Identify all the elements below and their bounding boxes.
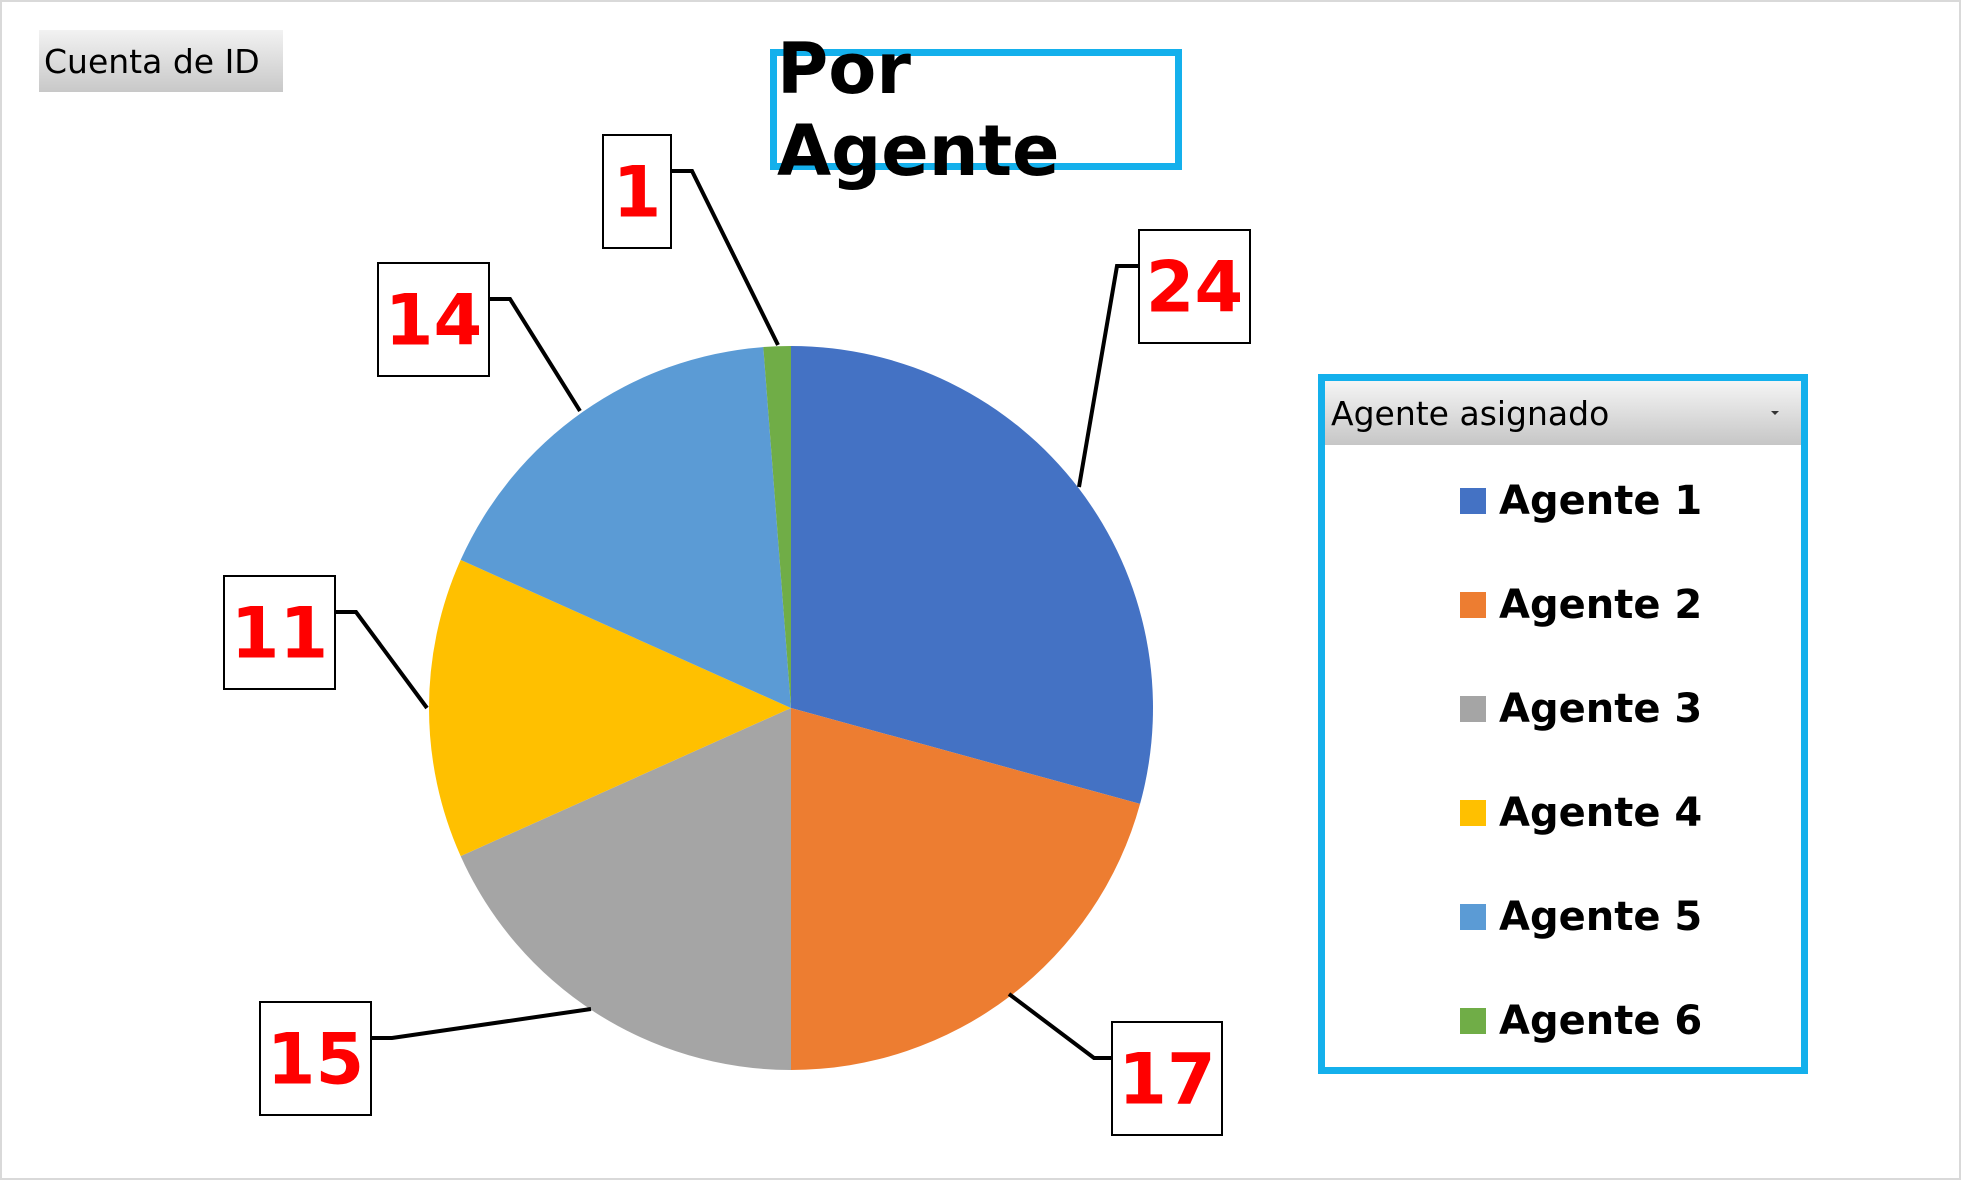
leader-line — [335, 610, 429, 710]
pie-slice-agente-4[interactable] — [428, 559, 791, 857]
data-label[interactable]: 11 — [223, 575, 336, 690]
data-label[interactable]: 15 — [259, 1001, 372, 1116]
legend-item[interactable]: Agente 4 — [1460, 790, 1702, 836]
data-label-text: 11 — [231, 593, 328, 675]
legend-label: Agente 5 — [1499, 894, 1703, 940]
data-label-text: 17 — [1118, 1039, 1215, 1121]
pie-slice-agente-5[interactable] — [460, 347, 791, 708]
legend-swatch — [1460, 488, 1486, 514]
leader-line — [1007, 992, 1112, 1060]
legend-item[interactable]: Agente 1 — [1460, 478, 1702, 524]
data-label-text: 24 — [1146, 247, 1243, 329]
legend-label: Agente 3 — [1499, 686, 1703, 732]
legend-label: Agente 6 — [1499, 998, 1703, 1044]
legend-title: Agente asignado — [1331, 393, 1610, 433]
data-label-text: 15 — [267, 1019, 364, 1101]
legend-label: Agente 1 — [1499, 478, 1703, 524]
legend-swatch — [1460, 592, 1486, 618]
legend-filter-button[interactable]: Agente asignado — [1325, 381, 1801, 445]
leader-line — [371, 1007, 592, 1040]
pie-slice-agente-1[interactable] — [791, 346, 1153, 804]
legend-item[interactable]: Agente 3 — [1460, 686, 1702, 732]
pie-slice-agente-3[interactable] — [460, 708, 791, 1070]
legend-item[interactable]: Agente 5 — [1460, 894, 1702, 940]
leader-line — [1077, 264, 1139, 488]
data-label-text: 14 — [385, 280, 482, 362]
legend-swatch — [1460, 904, 1486, 930]
legend-swatch — [1460, 696, 1486, 722]
legend-label: Agente 2 — [1499, 582, 1703, 628]
data-label[interactable]: 24 — [1138, 229, 1251, 344]
pie-slice-agente-2[interactable] — [791, 708, 1141, 1070]
legend-swatch — [1460, 1008, 1486, 1034]
pie-slice-agente-6[interactable] — [763, 345, 791, 708]
legend: Agente asignado Agente 1 Agente 2 Agente 3… — [1318, 374, 1808, 1074]
legend-item[interactable]: Agente 6 — [1460, 998, 1702, 1044]
value-field-button[interactable]: Cuenta de ID — [39, 30, 283, 92]
legend-swatch — [1460, 800, 1486, 826]
data-label[interactable]: 14 — [377, 262, 490, 377]
dropdown-arrow-icon[interactable] — [1771, 411, 1779, 415]
legend-item[interactable]: Agente 2 — [1460, 582, 1702, 628]
data-label[interactable]: 17 — [1111, 1021, 1223, 1136]
leader-line — [489, 297, 582, 413]
data-label-text: 1 — [613, 152, 662, 234]
data-label[interactable]: 1 — [602, 134, 672, 249]
legend-label: Agente 4 — [1499, 790, 1703, 836]
leader-line — [671, 169, 780, 346]
